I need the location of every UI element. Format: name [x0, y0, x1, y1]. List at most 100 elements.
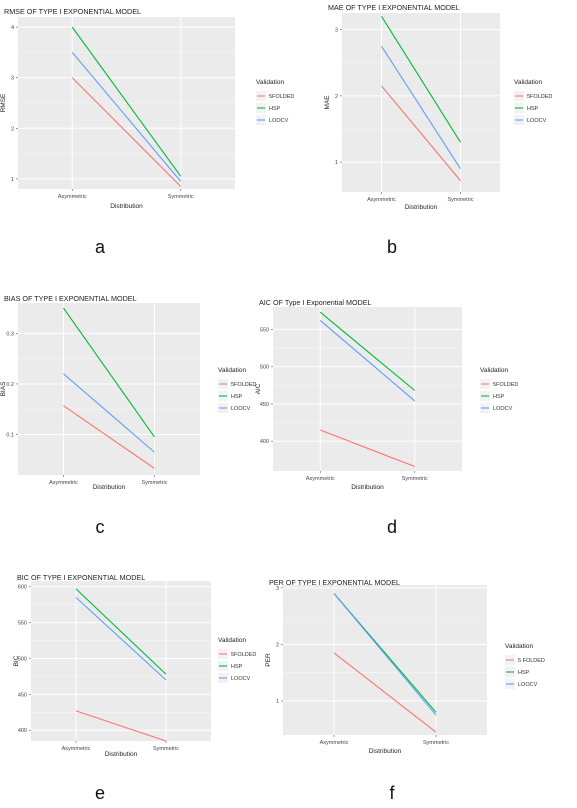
chart-panel-d: AIC OF Type I Exponential MODEL 400 450 500… [255, 298, 518, 537]
legend-title: Validation [505, 643, 533, 650]
series-line-hsp [71, 26, 182, 177]
x-tick-label: Asymmetric [320, 740, 349, 746]
series-line-5folded [320, 429, 415, 468]
y-tick-label: 400 [260, 439, 269, 445]
legend: Validation 5 FOLDED HSP LOOCV [505, 643, 545, 689]
x-axis-label: Distribution [369, 748, 402, 755]
legend-title: Validation [218, 367, 246, 374]
x-tick-label: Symmetric [168, 194, 194, 200]
chart-panel-e: BIC OF TYPE I EXPONENTIAL MODEL 400 450 500… [13, 573, 256, 803]
chart-title: BIAS OF TYPE I EXPONENTIAL MODEL [4, 294, 137, 303]
y-tick-label: 1 [11, 177, 14, 183]
legend-entry: LOOCV [231, 676, 251, 682]
y-tick-label: 450 [18, 692, 27, 698]
legend-entry: HSP [527, 106, 539, 112]
legend: Validation 5FOLDED HSP LOOCV [514, 79, 552, 125]
legend-title: Validation [256, 79, 284, 86]
legend-entry: HSP [518, 670, 530, 676]
y-axis-label: AIC [255, 383, 262, 394]
y-tick-label: 0.3 [6, 331, 14, 337]
x-tick-label: Asymmetric [367, 197, 396, 203]
panel-label: b [387, 237, 397, 257]
y-tick-label: 2 [276, 642, 279, 648]
chart-title: PER OF TYPE I EXPONENTIAL MODEL [269, 578, 400, 587]
plot-background [273, 307, 462, 471]
x-axis-label: Distribution [105, 751, 138, 758]
x-tick-label: Symmetric [402, 476, 428, 482]
legend-entry: 5FOLDED [269, 94, 294, 100]
panel-label: a [95, 237, 106, 257]
chart-title: BIC OF TYPE I EXPONENTIAL MODEL [17, 573, 145, 582]
legend-entry: 5FOLDED [493, 382, 518, 388]
panel-label: c [96, 517, 105, 537]
series-line-loocv [63, 373, 155, 453]
chart-panel-f: PER OF TYPE I EXPONENTIAL MODEL 1 2 3 Asymme… [265, 578, 545, 803]
x-tick-label: Asymmetric [49, 480, 78, 486]
legend: Validation 5FOLDED HSP LOOCV [256, 79, 294, 125]
legend-title: Validation [218, 637, 246, 644]
legend-entry: LOOCV [493, 406, 513, 412]
panel-label: e [95, 783, 105, 803]
x-tick-label: Symmetric [153, 746, 179, 752]
legend-entry: LOOCV [231, 406, 251, 412]
legend-entry: 5FOLDED [231, 382, 256, 388]
legend-entry: HSP [231, 394, 243, 400]
series-line-5folded [381, 85, 461, 182]
series-line-loocv [75, 597, 167, 681]
y-tick-label: 550 [18, 621, 27, 627]
x-tick-label: Asymmetric [62, 746, 91, 752]
y-tick-label: 1 [276, 699, 279, 705]
x-axis-label: Distribution [351, 484, 384, 491]
x-tick-label: Asymmetric [58, 194, 87, 200]
y-tick-label: 400 [18, 728, 27, 734]
y-tick-label: 3 [11, 76, 14, 82]
chart-title: MAE OF TYPE I EXPONENTIAL MODEL [328, 3, 460, 12]
legend-entry: LOOCV [518, 682, 538, 688]
chart-title: RMSE OF TYPE I EXPONENTIAL MODEL [4, 7, 141, 16]
chart-panel-a: RMSE OF TYPE I EXPONENTIAL MODEL 1 2 3 4 Asym… [0, 7, 294, 257]
x-tick-label: Symmetric [142, 480, 168, 486]
legend-entry: HSP [269, 106, 281, 112]
legend: Validation 5FOLDED HSP LOOCV [218, 637, 256, 683]
x-tick-label: Asymmetric [306, 476, 335, 482]
series-line-5folded [333, 652, 437, 733]
chart-panel-b: MAE OF TYPE I EXPONENTIAL MODEL 1 2 3 Asymme… [324, 3, 552, 257]
y-axis-label: PER [265, 653, 272, 667]
legend-entry: HSP [231, 664, 243, 670]
y-axis-label: BIAS [0, 381, 7, 396]
y-tick-label: 450 [260, 402, 269, 408]
x-tick-label: Symmetric [423, 740, 449, 746]
series-line-5folded [63, 405, 155, 469]
legend: Validation 5FOLDED HSP LOOCV [480, 367, 518, 413]
y-axis-label: RMSE [0, 93, 7, 112]
x-axis-label: Distribution [93, 484, 126, 491]
series-line-5folded [75, 710, 167, 742]
x-axis-label: Distribution [110, 203, 143, 210]
series-line-loocv [381, 45, 461, 170]
series-line-hsp [75, 588, 167, 675]
chart-panel-c: BIAS OF TYPE I EXPONENTIAL MODEL 0.1 0.2 0.… [0, 294, 256, 537]
legend-title: Validation [480, 367, 508, 374]
x-axis-label: Distribution [405, 204, 438, 211]
y-tick-label: 0.2 [6, 382, 14, 388]
legend: Validation 5FOLDED HSP LOOCV [218, 367, 256, 413]
y-tick-label: 4 [11, 25, 14, 31]
y-tick-label: 3 [335, 28, 338, 34]
x-tick-label: Symmetric [448, 197, 474, 203]
chart-title: AIC OF Type I Exponential MODEL [259, 298, 372, 307]
panel-label: d [387, 517, 397, 537]
plot-background [18, 303, 200, 475]
y-tick-label: 500 [260, 365, 269, 371]
y-tick-label: 0.1 [6, 433, 14, 439]
series-line-loocv [71, 52, 182, 182]
y-axis-label: BIC [13, 655, 20, 666]
legend-entry: HSP [493, 394, 505, 400]
legend-entry: 5FOLDED [527, 94, 552, 100]
series-line-5folded [71, 77, 182, 187]
y-axis-label: MAE [324, 95, 331, 110]
legend-entry: 5FOLDED [231, 652, 256, 658]
series-line-hsp [319, 311, 416, 391]
series-line-loocv [319, 319, 416, 402]
plot-background [283, 585, 487, 735]
